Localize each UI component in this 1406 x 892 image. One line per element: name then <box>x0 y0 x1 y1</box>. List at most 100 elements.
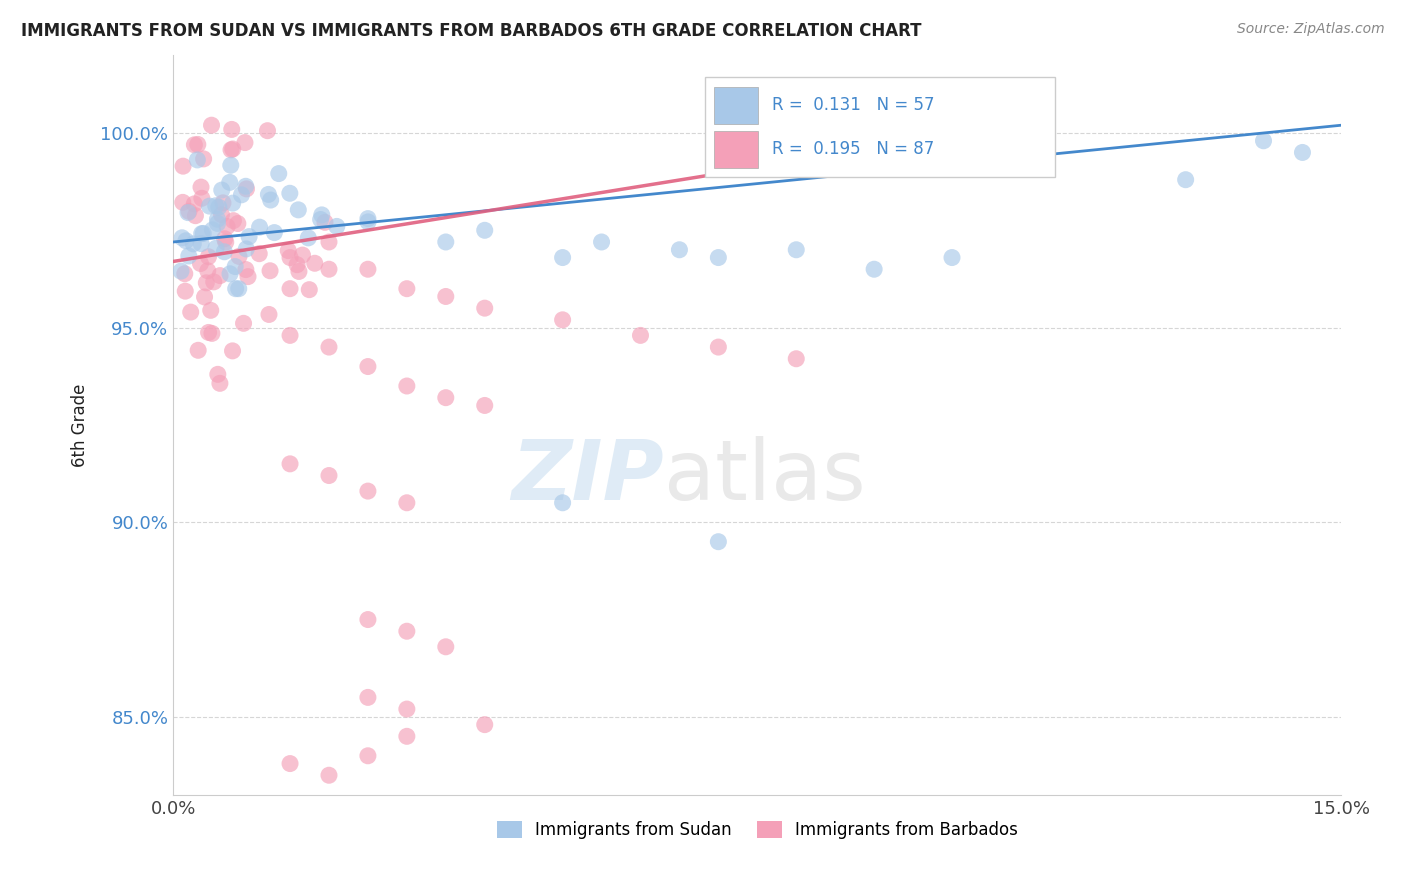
Point <box>205 241 228 255</box>
Point <box>225 282 247 296</box>
Point <box>174 284 197 298</box>
Point <box>785 351 807 366</box>
Point <box>184 209 207 223</box>
Point <box>326 219 349 234</box>
Point <box>197 250 219 264</box>
Point <box>215 235 238 249</box>
Text: R =  0.195   N = 87: R = 0.195 N = 87 <box>772 140 935 158</box>
Point <box>259 264 281 278</box>
Point <box>207 368 229 382</box>
Point <box>314 215 336 229</box>
Point <box>257 308 280 322</box>
Text: Source: ZipAtlas.com: Source: ZipAtlas.com <box>1237 22 1385 37</box>
Point <box>785 243 807 257</box>
Point <box>198 199 221 213</box>
Point <box>219 267 242 281</box>
FancyBboxPatch shape <box>704 78 1054 178</box>
Point <box>224 260 246 274</box>
Point <box>263 226 285 240</box>
Point <box>183 137 205 152</box>
Point <box>474 717 496 731</box>
Point <box>707 340 730 354</box>
Point <box>193 152 215 166</box>
Point <box>190 180 212 194</box>
Point <box>395 702 418 716</box>
Point <box>434 235 457 249</box>
Point <box>193 227 215 241</box>
Point <box>228 282 250 296</box>
Point <box>297 231 319 245</box>
Point <box>318 340 340 354</box>
Legend: Immigrants from Sudan, Immigrants from Barbados: Immigrants from Sudan, Immigrants from B… <box>491 814 1025 846</box>
Point <box>434 640 457 654</box>
Point <box>183 197 205 211</box>
Point <box>285 258 308 272</box>
Point <box>173 267 195 281</box>
Point <box>235 242 257 256</box>
Point <box>235 262 257 277</box>
Point <box>551 313 574 327</box>
Point <box>288 264 311 278</box>
Point <box>190 236 212 251</box>
Point <box>278 186 301 201</box>
Point <box>208 200 231 214</box>
Point <box>318 768 340 782</box>
Point <box>311 208 333 222</box>
Point <box>221 122 243 136</box>
Point <box>233 136 256 150</box>
Point <box>256 124 278 138</box>
Point <box>309 212 332 227</box>
Point <box>197 326 219 340</box>
Point <box>172 159 194 173</box>
Point <box>474 399 496 413</box>
Point <box>222 142 245 156</box>
Point <box>707 534 730 549</box>
Point <box>170 231 193 245</box>
Point <box>181 236 204 251</box>
Point <box>318 262 340 277</box>
Point <box>278 282 301 296</box>
Point <box>249 220 271 235</box>
Point <box>304 256 326 270</box>
Point <box>434 391 457 405</box>
Point <box>395 729 418 743</box>
Point <box>551 496 574 510</box>
Point <box>193 290 215 304</box>
Point <box>221 343 243 358</box>
Point <box>357 484 380 499</box>
Point <box>212 195 235 210</box>
Text: R =  0.131   N = 57: R = 0.131 N = 57 <box>772 96 935 114</box>
Point <box>214 232 236 246</box>
Point <box>287 202 309 217</box>
Point <box>226 217 249 231</box>
Point <box>707 251 730 265</box>
Point <box>204 199 226 213</box>
Point <box>236 269 259 284</box>
Point <box>200 303 222 318</box>
Point <box>222 213 245 227</box>
Point <box>395 624 418 639</box>
Point <box>219 158 242 172</box>
Point <box>187 343 209 358</box>
Point <box>191 191 214 205</box>
Point <box>197 264 219 278</box>
Point <box>395 496 418 510</box>
Point <box>195 276 218 290</box>
Text: atlas: atlas <box>664 436 866 517</box>
Point <box>1174 172 1197 186</box>
Point <box>395 379 418 393</box>
Point <box>278 251 301 265</box>
Point <box>211 208 233 222</box>
Point <box>863 262 886 277</box>
Point <box>357 690 380 705</box>
Point <box>217 219 239 234</box>
Point <box>941 251 963 265</box>
Point <box>208 376 231 391</box>
Point <box>207 212 229 227</box>
Point <box>208 268 231 283</box>
Bar <box>714 131 758 168</box>
Point <box>221 196 243 211</box>
Point <box>219 143 242 157</box>
Point <box>298 283 321 297</box>
Point <box>218 175 240 189</box>
